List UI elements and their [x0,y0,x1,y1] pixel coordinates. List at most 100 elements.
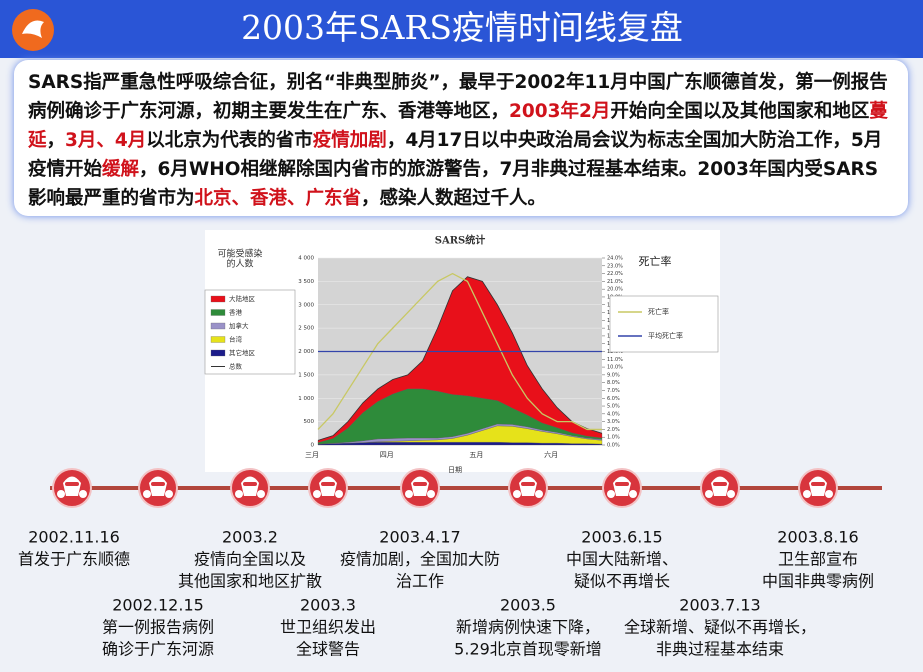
page-title: 2003年SARS疫情时间线复盘 [241,8,683,47]
y2-tick-label: 7.0% [607,388,620,394]
highlight-text: 疫情加剧 [312,130,387,151]
icon-filter [825,490,833,498]
summary-text: SARS指严重急性呼吸综合征，别名“非典型肺炎”，最早于2002年11月中国广东… [28,72,888,122]
icon-mask [809,476,827,496]
icon-filter [143,490,151,498]
icon-eye [713,482,727,486]
icon-mask [613,476,631,496]
timeline-text: 中国大陆新增、 [566,550,678,569]
legend-label: 总数 [229,362,243,371]
icon-filter [165,490,173,498]
icon-filter [513,490,521,498]
y2-title: 死亡率 [639,254,672,268]
icon-filter [405,490,413,498]
icon-mask [411,476,429,496]
icon-filter [705,490,713,498]
highlight-text: 蔓延 [28,101,888,151]
y2-tick-label: 23.0% [607,263,623,269]
timeline-text: 全球新增、疑似不再增长， [624,618,816,637]
icon-mask [63,476,81,496]
summary-text: 以北京为代表的省市 [146,130,313,151]
mask-icon [308,468,348,508]
y2-tick-label: 0.0% [607,443,620,449]
y-axis-label: 可能受感染 [217,248,262,260]
timeline-text: 5.29北京首现零新增 [454,640,602,659]
y-tick-label: 2 500 [298,326,314,332]
y-tick-label: 1 000 [298,396,314,402]
highlight-text: 2003年2月 [509,101,611,122]
logo-mark [22,20,44,38]
summary-text: ，6月WHO相继解除国内省市的旅游警告，7月非典过程基本结束。2003年国内受S… [28,159,879,209]
legend-box [204,289,296,375]
legend-label: 其它地区 [229,348,256,357]
timeline-text: 世卫组织发出 [280,618,376,637]
summary-box: SARS指严重急性呼吸综合征，别名“非典型肺炎”，最早于2002年11月中国广东… [14,60,908,216]
x-tick-label: 六月 [544,450,558,459]
timeline-text: 疫情加剧，全国加大防 [340,550,500,569]
mask-icon [400,468,440,508]
x-tick-label: 四月 [380,451,394,459]
y2-tick-label: 21.0% [607,279,623,285]
y-tick-label: 500 [304,419,315,425]
timeline-date: 2003.5 [500,596,556,615]
highlight-text: 缓解 [102,159,140,180]
icon-eye [521,482,535,486]
mask-icon [798,468,838,508]
icon-filter [535,490,543,498]
legend-label: 平均死亡率 [648,331,683,340]
y2-tick-label: 3.0% [607,419,620,425]
line [317,276,603,441]
y2-tick-label: 11.0% [607,357,623,363]
highlight-text: 3月、4月 [65,130,147,151]
y-tick-label: 3 000 [298,302,314,308]
summary-text: 开始向全国以及其他国家和地区 [610,101,870,122]
summary-text: ，感染人数超过千人。 [361,188,547,209]
timeline-date: 2002.12.15 [112,596,204,615]
y-tick-label: 0 [311,443,315,449]
mask-icon [138,468,178,508]
timeline-text: 中国非典零病例 [762,572,874,591]
y2-tick-label: 2.0% [607,427,620,433]
timeline-text: 非典过程基本结束 [656,640,784,659]
y-tick-label: 4 000 [298,256,314,262]
timeline-text: 卫生部宣布 [778,550,858,569]
icon-mask [149,476,167,496]
line [317,272,602,431]
timeline-date: 2003.3 [300,596,356,615]
legend-swatch [210,322,226,330]
timeline-text: 第一例报告病例 [102,618,214,637]
y2-tick-label: 1.0% [607,435,620,441]
icon-eye [811,482,825,486]
y-tick-label: 2 000 [298,349,314,355]
icon-mask [519,476,537,496]
icon-filter [629,490,637,498]
mask-icon [52,468,92,508]
y2-tick-label: 6.0% [607,396,620,402]
legend-label: 大陆地区 [229,294,256,303]
highlight-text: 北京、香港、广东省 [194,188,362,209]
y2-tick-label: 5.0% [607,404,620,410]
icon-eye [65,482,79,486]
icon-eye [151,482,165,486]
icon-eye [615,482,629,486]
x-axis-label: 日期 [448,466,462,474]
legend-swatch [210,336,226,343]
icon-filter [335,490,343,498]
timeline-text: 首发于广东顺德 [18,550,130,569]
y-axis-label: 的人数 [226,258,253,270]
y2-tick-label: 10.0% [607,365,623,371]
timeline-date: 2003.8.16 [777,528,858,547]
chart-title: SARS统计 [435,234,486,247]
mask-icon [230,468,270,508]
icon-filter [607,490,615,498]
icon-eye [321,482,335,486]
mask-icon [700,468,740,508]
icon-filter [727,490,735,498]
timeline-date: 2003.2 [222,528,278,547]
timeline-date: 2002.11.16 [28,528,120,547]
timeline-text: 其他国家和地区扩散 [178,572,322,591]
y-tick-label: 3 500 [298,279,314,285]
mask-icon [508,468,548,508]
icon-filter [257,490,265,498]
timeline-date: 2003.7.13 [679,596,760,615]
